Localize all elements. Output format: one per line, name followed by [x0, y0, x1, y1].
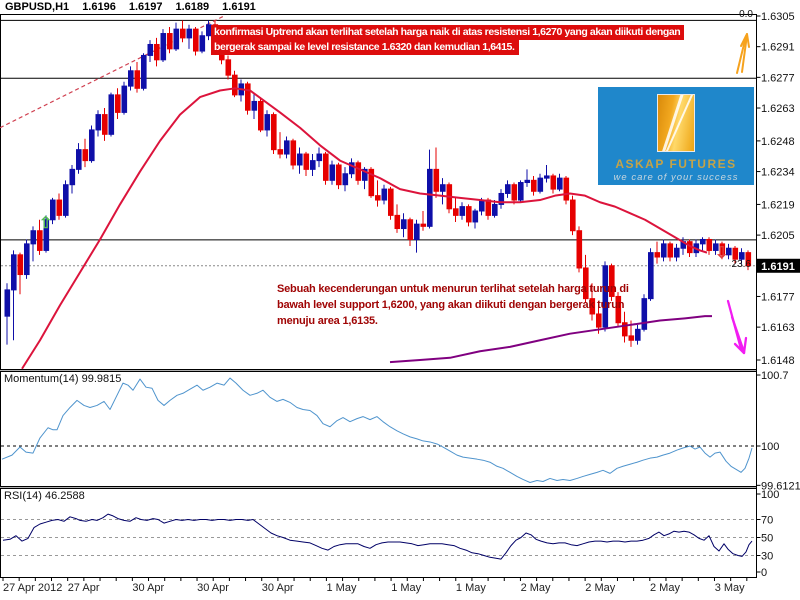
price-axis-label: 1.6148 [761, 355, 795, 367]
date-axis-label: 1 May [391, 582, 421, 594]
date-axis-label: 2 May [650, 582, 680, 594]
price-axis-label: 1.6305 [761, 11, 795, 23]
slow-ma-line [389, 315, 712, 364]
uptrend-annotation[interactable]: konfirmasi Uptrend akan terlihat setelah… [211, 25, 685, 55]
momentum-axis-label: 100.7 [761, 370, 789, 382]
fib-level-0-label: 0.0 [739, 9, 753, 20]
current-price-box [757, 258, 800, 273]
green-up-arrow-icon[interactable]: ⇧ [39, 215, 53, 232]
date-axis-label: 1 May [456, 582, 486, 594]
askap-logo-icon [657, 94, 695, 152]
quote-high: 1.6197 [128, 1, 163, 13]
uptrend-annotation-line2: bergerak sampai ke level resistance 1.63… [211, 40, 519, 55]
date-axis-label: 27 Apr [68, 582, 100, 594]
price-axis-label: 1.6163 [761, 322, 795, 334]
momentum-indicator-label: Momentum(14) 99.9815 [4, 373, 122, 385]
price-axis-label: 1.6291 [761, 42, 795, 54]
rsi-axis-label: 100 [761, 489, 779, 501]
date-axis-label: 3 May [715, 582, 745, 594]
price-axis-label: 1.6205 [761, 230, 795, 242]
candles-series [4, 20, 752, 347]
magenta-down-arrow-icon[interactable] [726, 299, 748, 355]
chart-title-bar: GBPUSD,H1 1.6196 1.6197 1.6189 1.6191 [0, 0, 800, 14]
price-axis-label: 1.6177 [761, 291, 795, 303]
date-axis-label: 30 Apr [262, 582, 294, 594]
downtrend-annotation-line3: menuju area 1,6135. [277, 315, 378, 327]
price-axis-label: 1.6277 [761, 72, 795, 84]
date-axis-label: 2 May [521, 582, 551, 594]
rsi-axis-label: 50 [761, 533, 773, 545]
momentum-axis-label: 99.6121 [761, 480, 800, 492]
date-axis-label: 30 Apr [197, 582, 229, 594]
askap-futures-logo: ASKAP FUTURES we care of your success [598, 87, 754, 185]
momentum-axis-label: 100 [761, 441, 779, 453]
date-axis-label: 27 Apr 2012 [3, 582, 62, 594]
rsi-axis-label: 0 [761, 567, 767, 579]
quote-low: 1.6189 [175, 1, 210, 13]
askap-logo-title: ASKAP FUTURES [615, 157, 737, 171]
date-axis-label: 1 May [327, 582, 357, 594]
price-axis-label: 1.6219 [761, 199, 795, 211]
quote-open: 1.6196 [82, 1, 116, 13]
symbol-period: GBPUSD,H1 [5, 1, 70, 13]
price-axis-label: 1.6248 [761, 136, 795, 148]
downtrend-annotation-line1: Sebuah kecenderungan untuk menurun terli… [277, 283, 629, 295]
quote-close: 1.6191 [222, 1, 256, 13]
askap-logo-tagline: we care of your success [613, 172, 739, 183]
price-axis-label: 1.6263 [761, 103, 795, 115]
uptrend-annotation-line1: konfirmasi Uptrend akan terlihat setelah… [211, 25, 685, 40]
price-axis-label: 1.6234 [761, 167, 795, 179]
momentum-line [1, 377, 753, 484]
downtrend-annotation-line2: bawah level support 1,6200, yang akan di… [277, 299, 625, 311]
date-axis-label: 2 May [585, 582, 615, 594]
rsi-axis-label: 70 [761, 515, 773, 527]
rsi-indicator-label: RSI(14) 46.2588 [4, 490, 85, 502]
fib-level-236-label: 23.6 [731, 259, 751, 270]
rsi-line [2, 513, 753, 560]
fast-ma-line [21, 87, 708, 370]
orange-up-arrow-icon[interactable] [736, 33, 750, 74]
red-down-arrow-icon[interactable]: ⇩ [715, 245, 729, 262]
rsi-axis-label: 30 [761, 551, 773, 563]
downtrend-annotation[interactable]: Sebuah kecenderungan untuk menurun terli… [277, 281, 629, 329]
date-axis-label: 30 Apr [132, 582, 164, 594]
current-price-value: 1.6191 [761, 261, 795, 273]
